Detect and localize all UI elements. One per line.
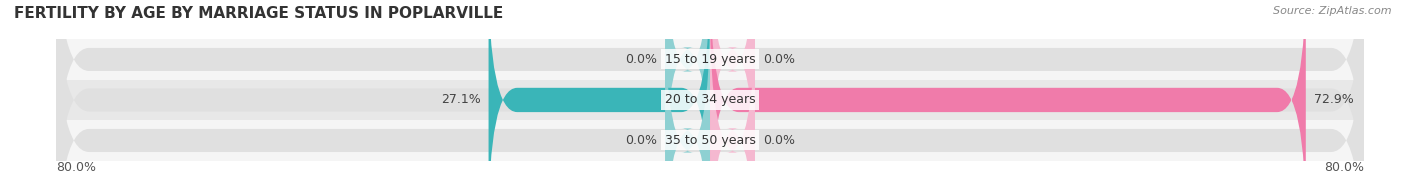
Text: 80.0%: 80.0%: [56, 161, 96, 174]
FancyBboxPatch shape: [665, 11, 710, 196]
Bar: [56, 39, 1364, 80]
Text: 0.0%: 0.0%: [763, 134, 796, 147]
FancyBboxPatch shape: [710, 0, 1306, 196]
Text: Source: ZipAtlas.com: Source: ZipAtlas.com: [1274, 6, 1392, 16]
Text: 0.0%: 0.0%: [624, 134, 657, 147]
FancyBboxPatch shape: [488, 0, 710, 196]
Bar: [56, 80, 1364, 120]
FancyBboxPatch shape: [710, 0, 755, 189]
Text: 27.1%: 27.1%: [440, 93, 481, 106]
Text: 20 to 34 years: 20 to 34 years: [665, 93, 755, 106]
Text: FERTILITY BY AGE BY MARRIAGE STATUS IN POPLARVILLE: FERTILITY BY AGE BY MARRIAGE STATUS IN P…: [14, 6, 503, 21]
Text: 72.9%: 72.9%: [1315, 93, 1354, 106]
Bar: [56, 120, 1364, 161]
FancyBboxPatch shape: [665, 0, 710, 189]
FancyBboxPatch shape: [710, 11, 755, 196]
Text: 15 to 19 years: 15 to 19 years: [665, 53, 755, 66]
FancyBboxPatch shape: [56, 0, 1364, 196]
Text: 0.0%: 0.0%: [624, 53, 657, 66]
Text: 80.0%: 80.0%: [1324, 161, 1364, 174]
Text: 35 to 50 years: 35 to 50 years: [665, 134, 755, 147]
Text: 0.0%: 0.0%: [763, 53, 796, 66]
FancyBboxPatch shape: [56, 0, 1364, 196]
FancyBboxPatch shape: [56, 0, 1364, 196]
